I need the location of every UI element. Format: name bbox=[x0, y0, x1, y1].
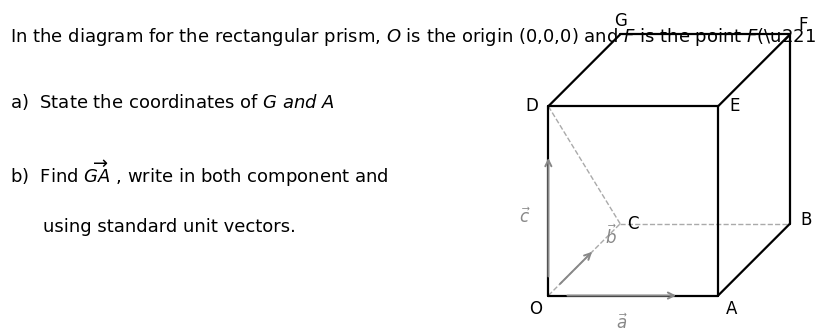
Text: A: A bbox=[725, 300, 737, 317]
Text: B: B bbox=[800, 212, 812, 229]
Text: $\vec{b}$: $\vec{b}$ bbox=[605, 225, 618, 248]
Text: F: F bbox=[798, 16, 808, 34]
Text: $\vec{c}$: $\vec{c}$ bbox=[519, 208, 530, 227]
Text: b)  Find $\overrightarrow{GA}$ , write in both component and: b) Find $\overrightarrow{GA}$ , write in… bbox=[10, 158, 388, 189]
Text: $\vec{a}$: $\vec{a}$ bbox=[616, 314, 628, 330]
Text: C: C bbox=[628, 215, 639, 233]
Text: G: G bbox=[614, 13, 627, 30]
Text: In the diagram for the rectangular prism, $\mathit{O}$ is the origin (0,0,0) and: In the diagram for the rectangular prism… bbox=[10, 26, 816, 49]
Text: E: E bbox=[730, 97, 739, 115]
Text: a)  State the coordinates of $\mathit{G}$ $\mathit{and}$ $\mathit{A}$: a) State the coordinates of $\mathit{G}$… bbox=[10, 92, 335, 113]
Text: O: O bbox=[529, 300, 542, 317]
Text: D: D bbox=[526, 97, 539, 115]
Text: using standard unit vectors.: using standard unit vectors. bbox=[43, 218, 296, 236]
